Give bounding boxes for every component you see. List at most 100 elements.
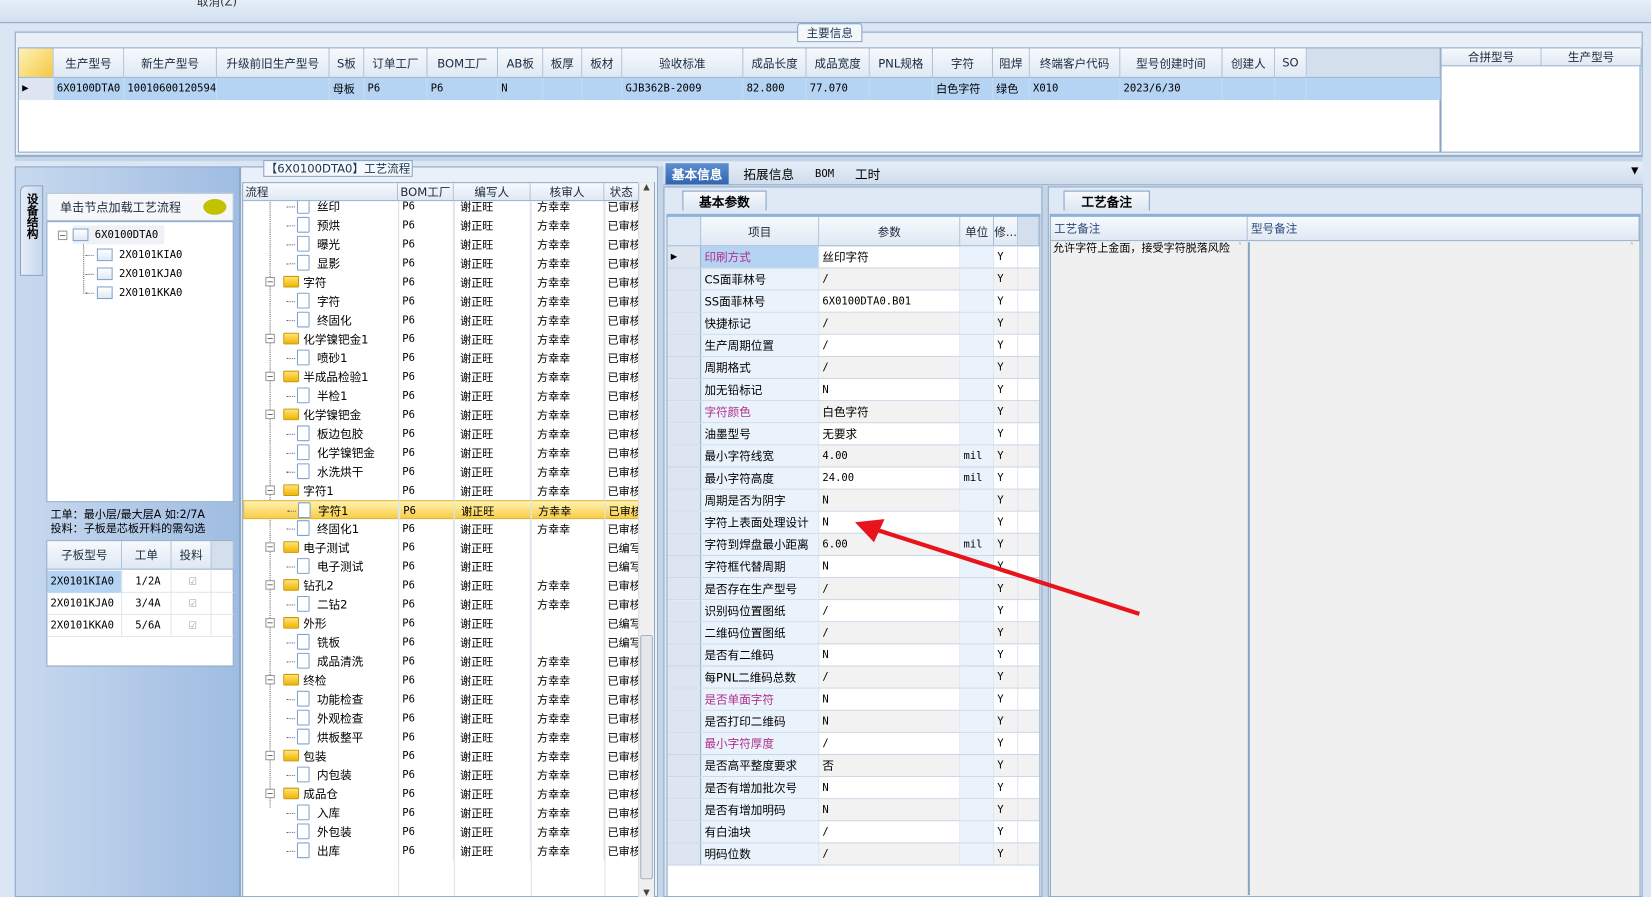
param-value[interactable]: / <box>819 821 961 843</box>
column-header[interactable]: 升级前旧生产型号 <box>216 48 330 78</box>
process-row[interactable]: − 外形 P6 谢正旺 已编写 <box>243 613 640 633</box>
sub-column-header[interactable]: 投料 <box>171 541 212 570</box>
row-selector[interactable] <box>667 688 702 710</box>
column-header[interactable]: 新生产型号 <box>124 48 217 78</box>
process-row[interactable]: 功能检查 P6 谢正旺 方幸幸 已审核 <box>243 689 640 709</box>
process-row[interactable]: − 电子测试 P6 谢正旺 已编写 <box>243 538 640 558</box>
param-value[interactable]: 否 <box>819 755 961 777</box>
column-header[interactable]: 型号创建时间 <box>1120 48 1223 78</box>
process-row[interactable]: 字符1 P6 谢正旺 方幸幸 已审核 <box>243 500 641 521</box>
column-header[interactable]: PNL规格 <box>869 48 933 78</box>
side-column-header[interactable]: 生产型号 <box>1541 48 1642 67</box>
row-selector[interactable] <box>667 843 702 865</box>
param-row[interactable]: 是否单面字符 N Y <box>667 688 1040 711</box>
row-selector[interactable] <box>667 644 702 666</box>
process-remark-scrollbar[interactable]: ˄ <box>1237 242 1243 252</box>
param-row[interactable]: 周期格式 / Y <box>667 356 1040 380</box>
column-header[interactable]: S板 <box>329 48 365 78</box>
process-column-header[interactable]: BOM工厂 <box>398 183 454 202</box>
collapse-toggle-icon[interactable]: − <box>265 674 275 685</box>
row-selector[interactable] <box>667 710 702 732</box>
param-value[interactable]: / <box>819 666 961 688</box>
sub-column-header[interactable]: 工单 <box>122 541 172 570</box>
row-selector[interactable] <box>667 312 702 334</box>
process-column-header[interactable]: 状态 <box>604 183 640 202</box>
tree-node-child[interactable]: 2X0101KIA0 <box>85 245 182 264</box>
param-value[interactable]: / <box>819 334 961 356</box>
param-row[interactable]: 是否有增加批次号 N Y <box>667 777 1040 800</box>
param-column-header[interactable]: 修... <box>994 216 1019 247</box>
column-header[interactable]: 成品宽度 <box>806 48 870 78</box>
row-selector[interactable] <box>667 511 702 533</box>
sub-board-order[interactable]: 1/2A <box>122 570 172 593</box>
row-selector[interactable] <box>667 799 702 821</box>
param-row[interactable]: CS面菲林号 / Y <box>667 268 1040 291</box>
column-header[interactable]: 板厚 <box>543 48 583 78</box>
param-column-header[interactable]: 单位 <box>960 216 995 247</box>
collapse-toggle-icon[interactable]: − <box>265 485 275 495</box>
row-selector-icon[interactable]: ▶ <box>18 77 54 101</box>
row-selector[interactable] <box>667 533 702 555</box>
row-selector[interactable] <box>667 578 702 600</box>
column-header[interactable]: AB板 <box>498 48 544 78</box>
vertical-tab-structure[interactable]: 设备结构 <box>20 185 44 276</box>
process-scrollbar[interactable]: ▲ ▼ <box>638 182 654 897</box>
column-header[interactable]: 板材 <box>582 48 623 78</box>
param-row[interactable]: 明码位数 / Y <box>667 843 1040 866</box>
param-row[interactable]: 每PNL二维码总数 / Y <box>667 666 1040 689</box>
process-row[interactable]: − 化学镍钯金 P6 谢正旺 方幸幸 已审核 <box>243 405 640 425</box>
column-header[interactable]: 字符 <box>932 48 993 78</box>
vertical-splitter-right[interactable] <box>1042 186 1048 897</box>
table-row[interactable]: ▶ 6X0100DTA0 10010600120594 母板 P6 P6 N GJB362B-… <box>18 77 1441 101</box>
param-row[interactable]: 是否有增加明码 N Y <box>667 799 1040 822</box>
sub-board-order[interactable]: 5/6A <box>122 614 172 638</box>
collapse-toggle-icon[interactable]: − <box>265 618 275 628</box>
param-row[interactable]: 油墨型号 无要求 Y <box>667 423 1040 446</box>
cancel-button[interactable]: 取消(Z) <box>196 0 238 9</box>
row-selector[interactable] <box>667 290 702 312</box>
feed-checkbox[interactable]: ☑ <box>172 592 212 615</box>
process-row[interactable]: 入库 P6 谢正旺 方幸幸 已审核 <box>243 803 640 823</box>
collapse-toggle-icon[interactable]: − <box>265 371 275 382</box>
param-row[interactable]: 字符上表面处理设计 N Y <box>667 511 1040 534</box>
collapse-toggle-icon[interactable]: − <box>265 580 275 590</box>
param-value[interactable]: N <box>819 688 961 710</box>
subtab-basic-params[interactable]: 基本参数 <box>682 190 767 211</box>
tab-labor-hours[interactable]: 工时 <box>855 166 881 182</box>
column-header[interactable]: 生产型号 <box>53 48 125 78</box>
process-row[interactable]: 烘板整平 P6 谢正旺 方幸幸 已审核 <box>243 727 640 747</box>
row-selector[interactable] <box>667 622 702 644</box>
tree-node-child[interactable]: 2X0101KKA0 <box>85 283 182 302</box>
collapse-toggle-icon[interactable]: − <box>265 333 275 344</box>
param-row[interactable]: 是否打印二维码 N Y <box>667 710 1040 733</box>
row-selector[interactable] <box>667 356 702 379</box>
column-header[interactable]: BOM工厂 <box>427 48 499 78</box>
row-selector[interactable] <box>667 755 702 777</box>
tab-main-info[interactable]: 主要信息 <box>797 23 863 43</box>
row-selector[interactable] <box>667 334 702 356</box>
param-row[interactable]: SS面菲林号 6X0100DTA0.B01 Y <box>667 290 1040 313</box>
row-selector[interactable] <box>667 423 702 445</box>
param-value[interactable]: / <box>819 312 961 334</box>
param-row[interactable]: 字符框代替周期 N Y <box>667 555 1040 579</box>
row-selector[interactable] <box>667 666 702 688</box>
param-row[interactable]: 是否高平整度要求否 Y <box>667 755 1040 778</box>
row-selector[interactable] <box>667 732 702 754</box>
sub-column-header[interactable]: 子板型号 <box>47 541 123 570</box>
process-row[interactable]: − 字符1 P6 谢正旺 方幸幸 已审核 <box>243 481 640 501</box>
param-row[interactable]: 识别码位置图纸 / Y <box>667 600 1040 623</box>
param-value[interactable]: N <box>819 489 961 511</box>
param-value[interactable]: N <box>819 710 961 732</box>
param-row[interactable]: 最小字符高度 24.00 mil Y <box>667 467 1040 490</box>
param-value[interactable]: 6X0100DTA0.B01 <box>819 290 961 312</box>
vertical-splitter-left[interactable] <box>658 166 664 897</box>
process-column-header[interactable]: 流程 <box>243 183 399 202</box>
tab-dropdown-icon[interactable]: ▼ <box>1631 166 1639 177</box>
param-value[interactable]: 6.00 <box>819 533 961 555</box>
param-column-header[interactable]: 参数 <box>819 216 961 247</box>
column-header[interactable]: 阻焊 <box>992 48 1030 78</box>
scrollbar-thumb[interactable] <box>640 634 653 880</box>
column-header[interactable]: SO <box>1275 48 1307 78</box>
process-row[interactable]: 外观检查 P6 谢正旺 方幸幸 已审核 <box>243 708 640 728</box>
param-row[interactable]: 字符颜色 白色字符 Y <box>667 401 1040 424</box>
